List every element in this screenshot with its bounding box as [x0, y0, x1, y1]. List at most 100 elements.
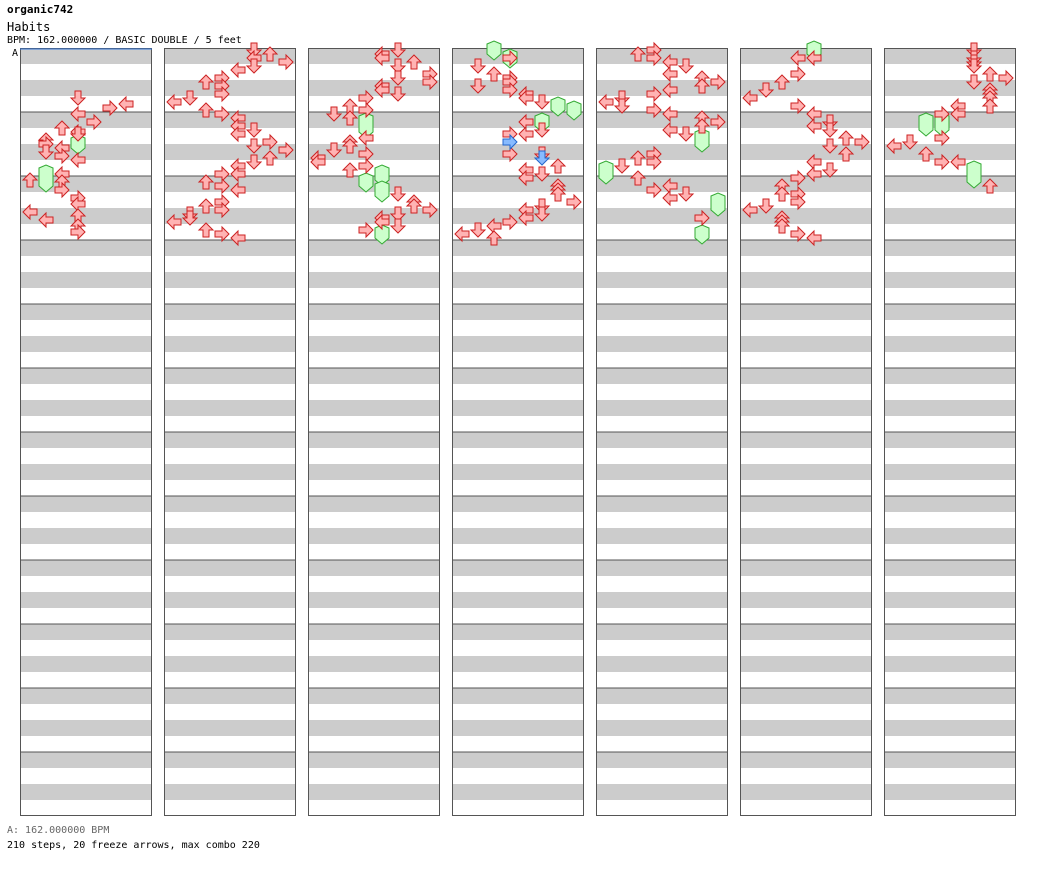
- step-arrow: [230, 181, 246, 199]
- step-arrow: [278, 53, 294, 71]
- beat-stripe: [20, 688, 152, 704]
- bpm-marker-label: A: [12, 48, 18, 59]
- beat-stripe: [596, 48, 728, 64]
- beat-stripe: [884, 432, 1016, 448]
- beat-stripe: [596, 304, 728, 320]
- step-arrow: [950, 105, 966, 123]
- step-arrow: [422, 73, 438, 91]
- step-arrow: [773, 186, 791, 202]
- beat-stripe: [740, 432, 872, 448]
- beat-stripe: [884, 112, 1016, 128]
- beat-stripe: [740, 624, 872, 640]
- beat-stripe: [740, 368, 872, 384]
- step-arrow: [598, 93, 614, 111]
- beat-stripe: [740, 528, 872, 544]
- beat-stripe: [596, 176, 728, 192]
- step-arrow: [533, 122, 551, 138]
- step-arrow: [629, 170, 647, 186]
- beat-stripe: [164, 720, 296, 736]
- step-arrow: [197, 198, 215, 214]
- step-arrow: [469, 58, 487, 74]
- beat-stripe: [164, 272, 296, 288]
- beat-stripe: [884, 144, 1016, 160]
- step-arrow: [677, 126, 695, 142]
- step-arrow: [261, 46, 279, 62]
- chart-column: [20, 48, 152, 816]
- beat-stripe: [596, 560, 728, 576]
- beat-stripe: [740, 112, 872, 128]
- step-arrow: [742, 201, 758, 219]
- step-arrow: [21, 172, 39, 188]
- step-arrow: [214, 225, 230, 243]
- chart-column: [164, 48, 296, 816]
- step-arrow: [230, 229, 246, 247]
- step-arrow: [69, 90, 87, 106]
- beat-stripe: [884, 752, 1016, 768]
- beat-stripe: [452, 592, 584, 608]
- beat-stripe: [452, 112, 584, 128]
- freeze-arrow: [566, 100, 582, 121]
- chart-column: [884, 48, 1016, 816]
- step-arrow: [485, 66, 503, 82]
- beat-stripe: [452, 784, 584, 800]
- step-arrow: [693, 118, 711, 134]
- beat-stripe: [20, 720, 152, 736]
- step-arrow: [405, 54, 423, 70]
- bpm-footer: A: 162.000000 BPM: [7, 825, 110, 836]
- step-arrow: [374, 81, 390, 99]
- beat-stripe: [308, 720, 440, 736]
- beat-stripe: [164, 592, 296, 608]
- user-name: organic742: [7, 3, 74, 16]
- step-arrow: [389, 58, 407, 74]
- step-arrow: [518, 209, 534, 227]
- beat-stripe: [452, 80, 584, 96]
- beat-stripe: [884, 528, 1016, 544]
- step-arrow: [245, 42, 263, 58]
- step-arrow: [310, 153, 326, 171]
- beat-stripe: [20, 48, 152, 64]
- beat-stripe: [164, 624, 296, 640]
- step-arrow: [469, 78, 487, 94]
- beat-stripe: [740, 784, 872, 800]
- beat-stripe: [596, 656, 728, 672]
- beat-stripe: [740, 592, 872, 608]
- beat-stripe: [884, 720, 1016, 736]
- beat-stripe: [884, 688, 1016, 704]
- beat-stripe: [164, 240, 296, 256]
- step-arrow: [790, 97, 806, 115]
- step-arrow: [197, 102, 215, 118]
- step-arrow: [502, 81, 518, 99]
- beat-stripe: [740, 336, 872, 352]
- beat-stripe: [596, 752, 728, 768]
- beat-stripe: [20, 240, 152, 256]
- step-arrow: [374, 213, 390, 231]
- step-arrow: [981, 66, 999, 82]
- beat-stripe: [20, 496, 152, 512]
- step-arrow: [773, 218, 791, 234]
- step-arrow: [917, 146, 935, 162]
- freeze-arrow: [550, 96, 566, 117]
- beat-stripe: [308, 80, 440, 96]
- step-arrow: [70, 223, 86, 241]
- beat-stripe: [164, 752, 296, 768]
- beat-stripe: [740, 560, 872, 576]
- step-arrow: [821, 122, 839, 138]
- beat-stripe: [740, 496, 872, 512]
- beat-stripe: [740, 400, 872, 416]
- step-arrow: [646, 49, 662, 67]
- beat-stripe: [884, 400, 1016, 416]
- beat-stripe: [452, 560, 584, 576]
- beat-stripe: [740, 464, 872, 480]
- beat-stripe: [452, 432, 584, 448]
- step-arrow: [214, 105, 230, 123]
- beat-stripe: [452, 336, 584, 352]
- beat-stripe: [308, 272, 440, 288]
- beat-stripe: [20, 528, 152, 544]
- beat-stripe: [308, 528, 440, 544]
- step-arrow: [901, 134, 919, 150]
- step-arrow: [485, 230, 503, 246]
- step-arrow: [518, 89, 534, 107]
- beat-stripe: [20, 464, 152, 480]
- beat-stripe: [164, 784, 296, 800]
- step-arrow: [998, 69, 1014, 87]
